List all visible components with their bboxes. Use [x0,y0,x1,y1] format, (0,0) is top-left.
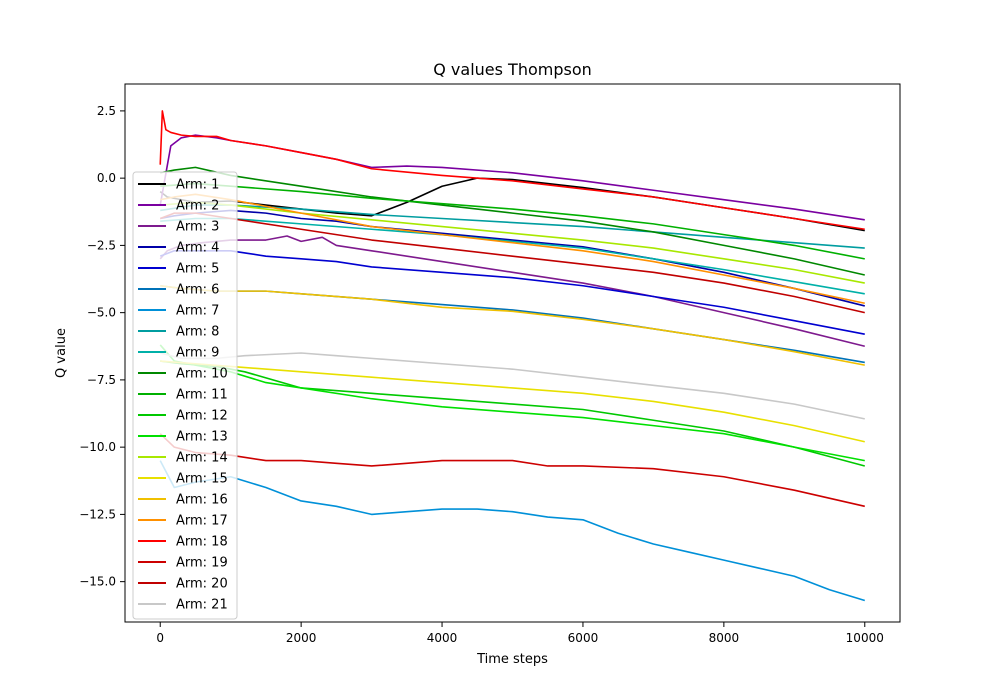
series-line-arm-7 [159,460,866,602]
series-line-arm-13 [159,344,865,462]
chart-title: Q values Thompson [433,60,592,79]
series-line-arm-19 [159,433,865,508]
x-tick-label: 10000 [846,631,884,645]
series-line-arm-6 [160,284,865,364]
legend-entry-label: Arm: 7 [176,304,219,319]
legend-entry-label: Arm: 21 [176,598,228,613]
x-axis-label: Time steps [476,652,548,667]
y-tick-label: −7.5 [87,373,116,387]
legend-entry-label: Arm: 17 [176,514,228,529]
legend-entry-label: Arm: 1 [176,178,219,193]
series-line-arm-12 [160,360,865,467]
legend-entry-label: Arm: 12 [176,409,228,424]
y-tick-label: −15.0 [79,575,116,589]
legend-entry-label: Arm: 16 [176,493,228,508]
series-line-arm-20 [159,212,865,314]
legend-entry-label: Arm: 2 [176,199,219,214]
legend-entry-label: Arm: 20 [176,577,228,592]
legend-entry-label: Arm: 14 [176,451,228,466]
legend-entry-label: Arm: 15 [176,472,228,487]
legend-entry-label: Arm: 4 [176,241,219,256]
series-line-arm-16 [160,284,865,366]
y-tick-label: −10.0 [79,440,116,454]
legend: Arm: 1 Arm: 2 Arm: 3 Arm: 4 Arm: 5 Arm: 6 Arm:… [132,171,238,620]
y-axis-label: Q value [54,328,69,378]
x-tick-label: 2000 [286,631,317,645]
legend-entry-label: Arm: 6 [176,283,219,298]
legend-entry-label: Arm: 18 [176,535,228,550]
y-tick-label: 2.5 [97,104,116,118]
x-tick-label: 8000 [709,631,740,645]
x-tick-label: 4000 [427,631,458,645]
legend-entry-label: Arm: 8 [176,325,219,340]
legend-entry-label: Arm: 10 [176,367,228,382]
series-layer [159,110,866,602]
legend-entry-label: Arm: 3 [176,220,219,235]
y-axis: 2.5 0.0 −2.5 −5.0 −7.5 −10.0 −12.5 −15.0 [79,104,125,589]
series-line-arm-15 [160,360,865,443]
x-tick-label: 0 [156,631,164,645]
legend-box [132,171,238,620]
series-line-arm-5 [159,249,865,335]
plot-frame [124,83,901,623]
legend-entry-label: Arm: 13 [176,430,228,445]
legend-entry-label: Arm: 11 [176,388,228,403]
x-tick-label: 6000 [568,631,599,645]
series-line-arm-17 [160,193,865,305]
y-tick-label: −5.0 [87,306,116,320]
x-axis: 0 2000 4000 6000 8000 10000 [156,622,884,645]
y-tick-label: 0.0 [97,171,116,185]
series-line-arm-18 [159,110,865,231]
legend-entry-label: Arm: 5 [176,262,219,277]
y-tick-label: −12.5 [79,507,116,521]
y-tick-label: −2.5 [87,238,116,252]
series-line-arm-10 [160,166,865,276]
series-line-arm-21 [160,352,865,420]
legend-entry-label: Arm: 19 [176,556,228,571]
legend-entry-label: Arm: 9 [176,346,219,361]
